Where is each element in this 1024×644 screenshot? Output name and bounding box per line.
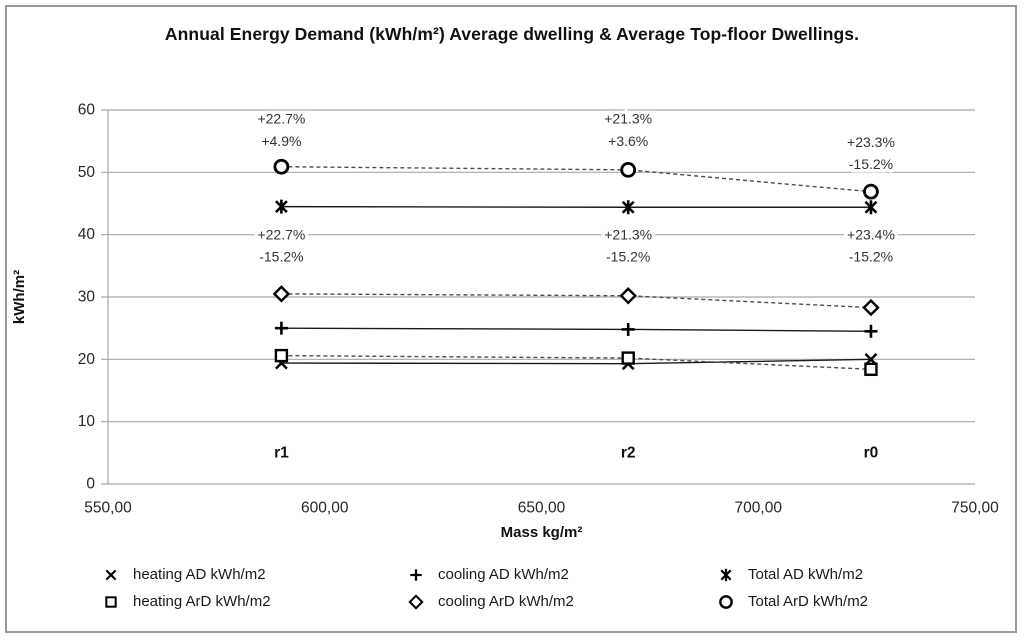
legend-item-heating-ad: heating AD kWh/m2 [100,563,405,586]
y-axis-label: kWh/m² [11,269,28,325]
category-label: r1 [274,444,289,461]
legend-label: heating ArD kWh/m2 [133,593,271,610]
square-marker [864,362,878,377]
annotation: -15.2% [849,156,893,172]
annotation: -15.2% [849,248,893,264]
annotation: +23.3% [847,134,895,150]
plus-marker [410,568,422,581]
legend-marker-canvas [719,594,733,609]
star-marker [621,200,635,215]
legend-marker-canvas [410,568,422,581]
annotation: +23.4% [847,227,895,243]
plus-marker [864,324,878,338]
diamond-marker [619,287,637,305]
annotation: +21.3% [604,227,652,243]
circle-marker [273,158,290,175]
diamond-marker [272,285,291,303]
chart-legend: heating AD kWh/m2 cooling AD kWh/m2 Tota… [100,563,980,613]
legend-item-heating-ard: heating ArD kWh/m2 [100,590,405,613]
x-tick-label: 700,00 [735,500,783,517]
circle-marker-icon [715,591,737,613]
y-tick-label: 60 [78,102,96,119]
x-tick-label: 550,00 [84,500,132,517]
y-tick-label: 40 [78,226,96,243]
plus-marker [274,321,288,335]
legend-item-cooling-ard: cooling ArD kWh/m2 [405,590,715,613]
square-marker [621,351,635,365]
series-line [281,166,872,193]
legend-label: Total ArD kWh/m2 [748,593,869,610]
y-tick-label: 10 [78,413,96,430]
star-marker [864,200,878,215]
square-marker-icon [100,591,122,613]
legend-item-total-ard: Total ArD kWh/m2 [715,590,980,613]
star-marker-icon [715,564,737,586]
legend-item-cooling-ad: cooling AD kWh/m2 [405,563,715,586]
series-line [281,358,871,365]
legend-item-total-ad: Total AD kWh/m2 [715,563,980,586]
circle-marker [863,183,879,200]
circle-marker [620,161,637,178]
annotation: -15.2% [259,248,303,264]
annotation: +22.7% [257,227,305,243]
category-label: r0 [864,444,879,461]
x-marker [105,569,117,580]
plus-marker [621,322,635,336]
diamond-marker [408,593,424,610]
x-tick-label: 750,00 [951,500,999,517]
legend-label: cooling AD kWh/m2 [438,566,569,583]
y-tick-label: 0 [86,476,95,493]
legend-marker-canvas [408,593,424,610]
x-tick-label: 650,00 [518,500,566,517]
annotation: +3.6% [608,133,648,149]
plus-marker-icon [405,564,427,586]
star-marker [274,199,288,214]
square-marker [274,348,289,363]
category-label: r2 [621,444,636,461]
annotation: -15.2% [606,248,650,264]
series-line [281,327,871,332]
diamond-marker [862,298,880,317]
legend-marker-canvas [105,595,117,608]
legend-marker-canvas [720,568,732,581]
legend-label: heating AD kWh/m2 [133,566,266,583]
x-tick-label: 600,00 [301,500,349,517]
annotation: +4.9% [261,133,301,149]
square-marker [105,595,117,608]
series-line [281,354,871,371]
legend-marker-canvas [105,569,117,580]
annotation: +22.7% [257,111,305,127]
series-line [281,293,871,309]
annotation: +21.3% [604,111,652,127]
y-tick-label: 30 [78,289,96,306]
y-tick-label: 50 [78,164,96,181]
y-tick-label: 20 [78,351,96,368]
legend-label: cooling ArD kWh/m2 [438,593,574,610]
star-marker [720,568,732,581]
chart-title: Annual Energy Demand (kWh/m²) Average dw… [164,24,860,44]
x-axis-label: Mass kg/m² [500,524,583,541]
legend-label: Total AD kWh/m2 [748,566,864,583]
series-line [281,205,871,208]
circle-marker [719,594,733,609]
diamond-marker-icon [405,591,427,613]
x-marker-icon [100,564,122,586]
